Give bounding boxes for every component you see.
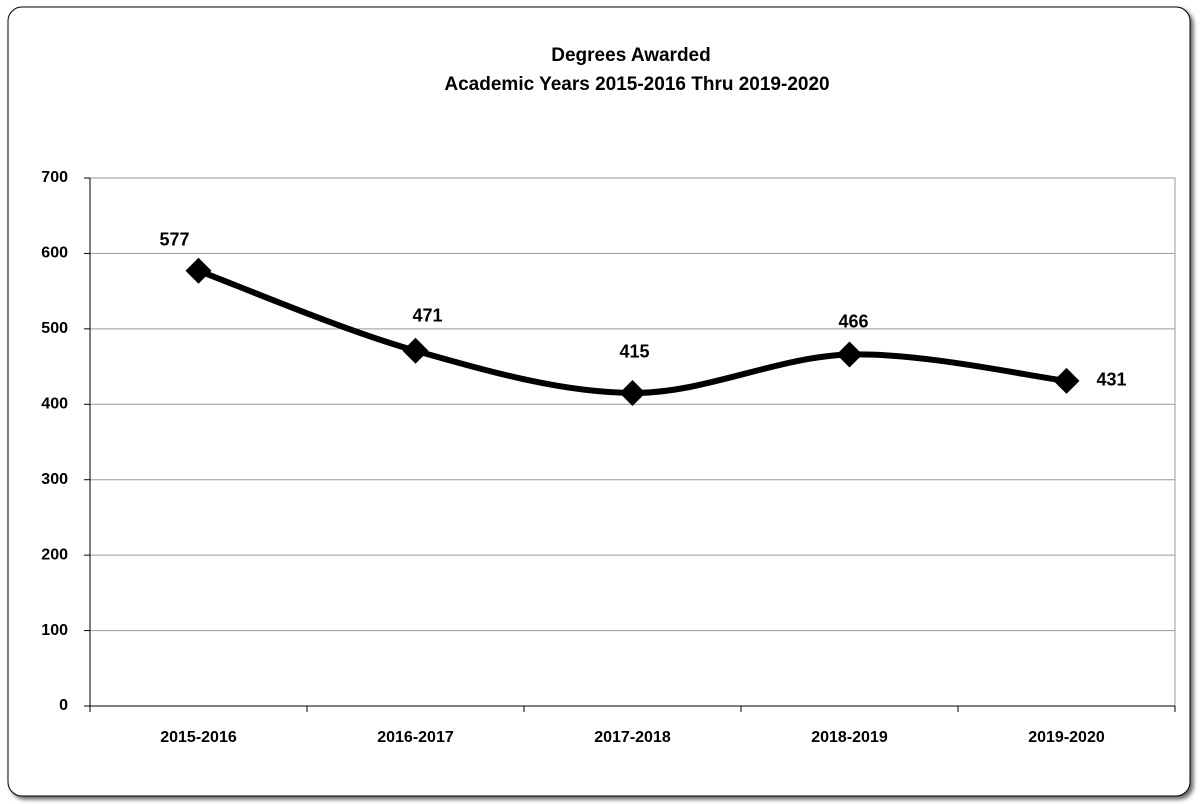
y-tick-label: 500 <box>41 320 68 337</box>
x-tick-label: 2018-2019 <box>811 729 888 746</box>
y-tick-label: 400 <box>41 396 68 413</box>
y-tick-label: 600 <box>41 245 68 262</box>
y-tick-label: 100 <box>41 622 68 639</box>
x-tick-label: 2019-2020 <box>1028 729 1105 746</box>
marker <box>619 379 646 406</box>
y-tick-label: 300 <box>41 471 68 488</box>
marker <box>402 337 429 364</box>
y-tick-label: 0 <box>59 697 68 714</box>
marker <box>185 257 212 284</box>
data-label: 466 <box>838 311 868 331</box>
y-tick-label: 200 <box>41 546 68 563</box>
data-label: 431 <box>1097 370 1127 390</box>
data-label: 415 <box>619 342 649 362</box>
marker <box>1053 367 1080 394</box>
x-tick-label: 2017-2018 <box>594 729 671 746</box>
x-tick-label: 2015-2016 <box>160 729 237 746</box>
chart-frame <box>7 6 1191 797</box>
marker <box>836 341 863 368</box>
data-label: 577 <box>159 230 189 250</box>
x-tick-label: 2016-2017 <box>377 729 454 746</box>
chart-title: Degrees Awarded <box>551 45 710 66</box>
data-label: 471 <box>412 305 442 325</box>
chart-subtitle: Academic Years 2015-2016 Thru 2019-2020 <box>444 74 829 95</box>
y-tick-label: 700 <box>41 169 68 186</box>
